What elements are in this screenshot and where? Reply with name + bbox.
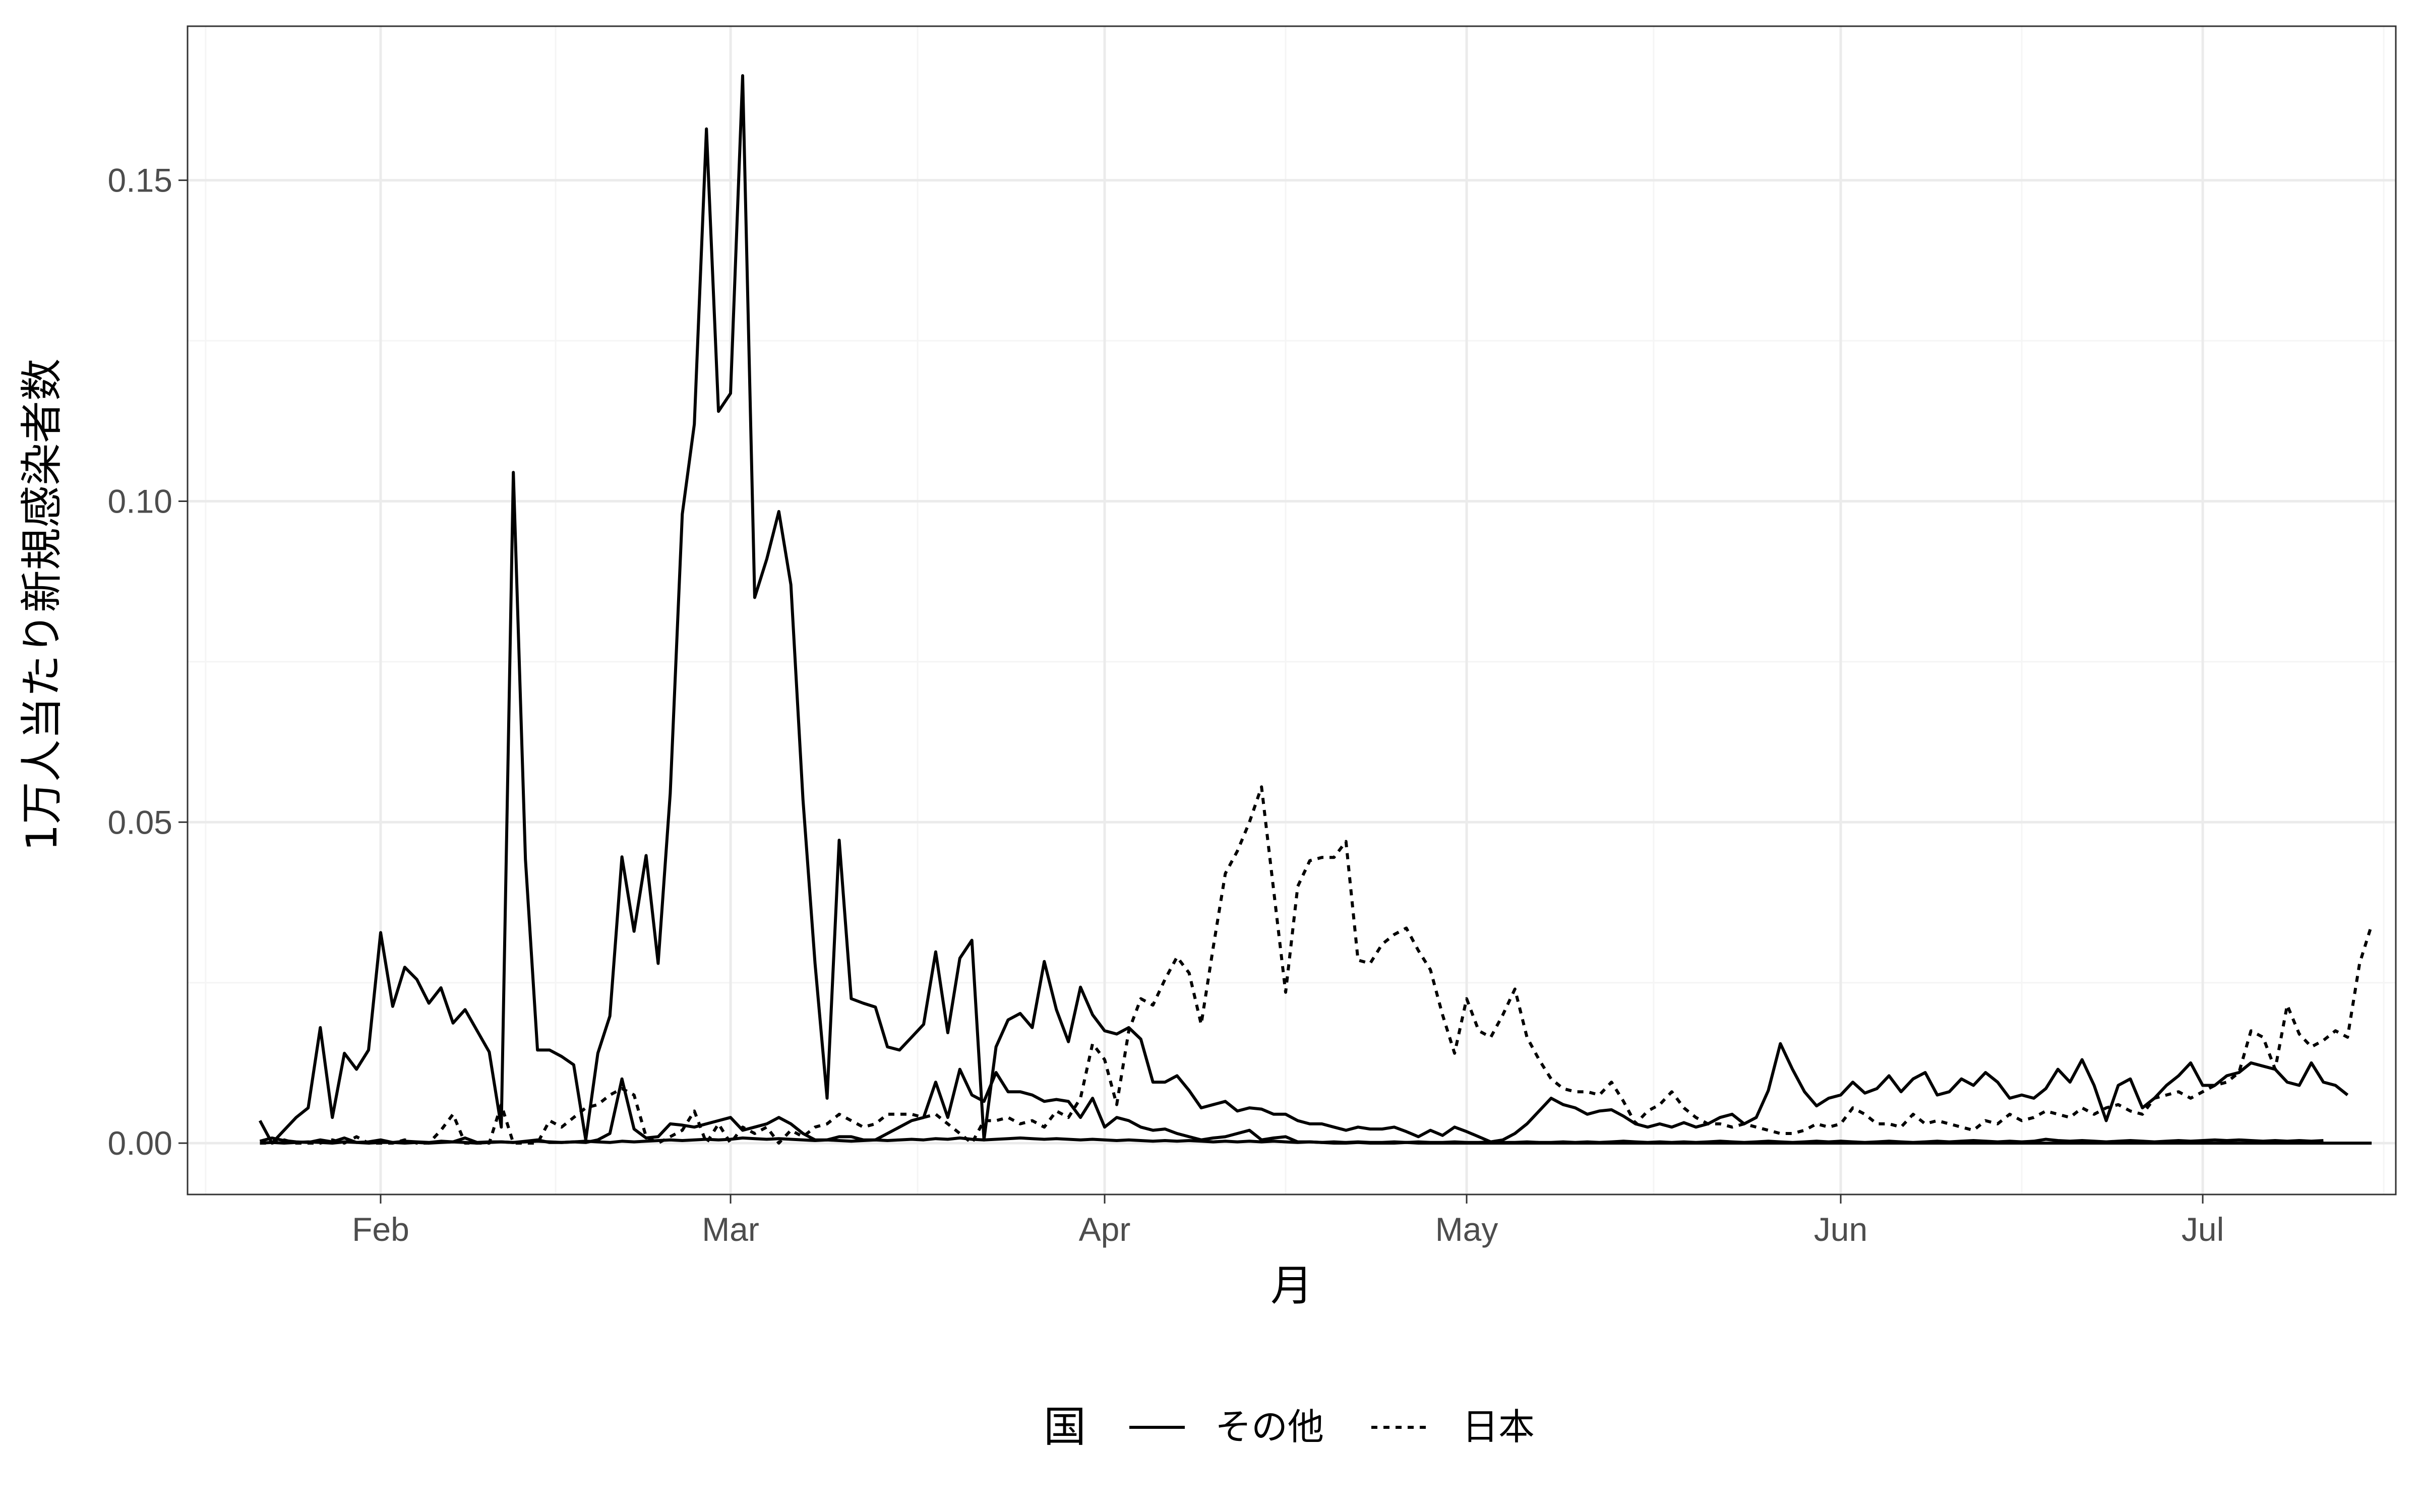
y-tick-label: 0.15 — [108, 162, 172, 199]
y-tick-label: 0.05 — [108, 803, 172, 841]
series-lines — [258, 74, 2373, 1145]
legend-title: 国 — [1044, 1402, 1086, 1452]
x-tick-label: Jul — [2182, 1211, 2224, 1248]
legend-label-other: その他 — [1215, 1406, 1324, 1448]
x-tick-label: Feb — [352, 1211, 409, 1248]
x-tick-label: Mar — [702, 1211, 759, 1248]
minor-gridlines — [188, 26, 2396, 1194]
y-axis-title: 1万人当たり新規感染者数 — [17, 358, 67, 851]
y-tick-label: 0.10 — [108, 482, 172, 520]
series-line-other-3 — [260, 1136, 2324, 1145]
x-axis: Feb Mar Apr May Jun Jul — [352, 1194, 2224, 1248]
x-tick-label: Jun — [1814, 1211, 1867, 1248]
x-tick-label: May — [1435, 1211, 1498, 1248]
y-axis: 0.00 0.05 0.10 0.15 — [108, 162, 188, 1162]
plot-panel-border — [187, 25, 2397, 1195]
x-axis-title: 月 — [1270, 1261, 1313, 1310]
legend: 国 その他 日本 — [1044, 1402, 1535, 1452]
x-tick-label: Apr — [1079, 1211, 1131, 1248]
series-line-japan — [260, 785, 2373, 1145]
y-tick-label: 0.00 — [108, 1124, 172, 1162]
legend-label-japan: 日本 — [1462, 1406, 1535, 1448]
series-line-other-1 — [258, 74, 2349, 1145]
